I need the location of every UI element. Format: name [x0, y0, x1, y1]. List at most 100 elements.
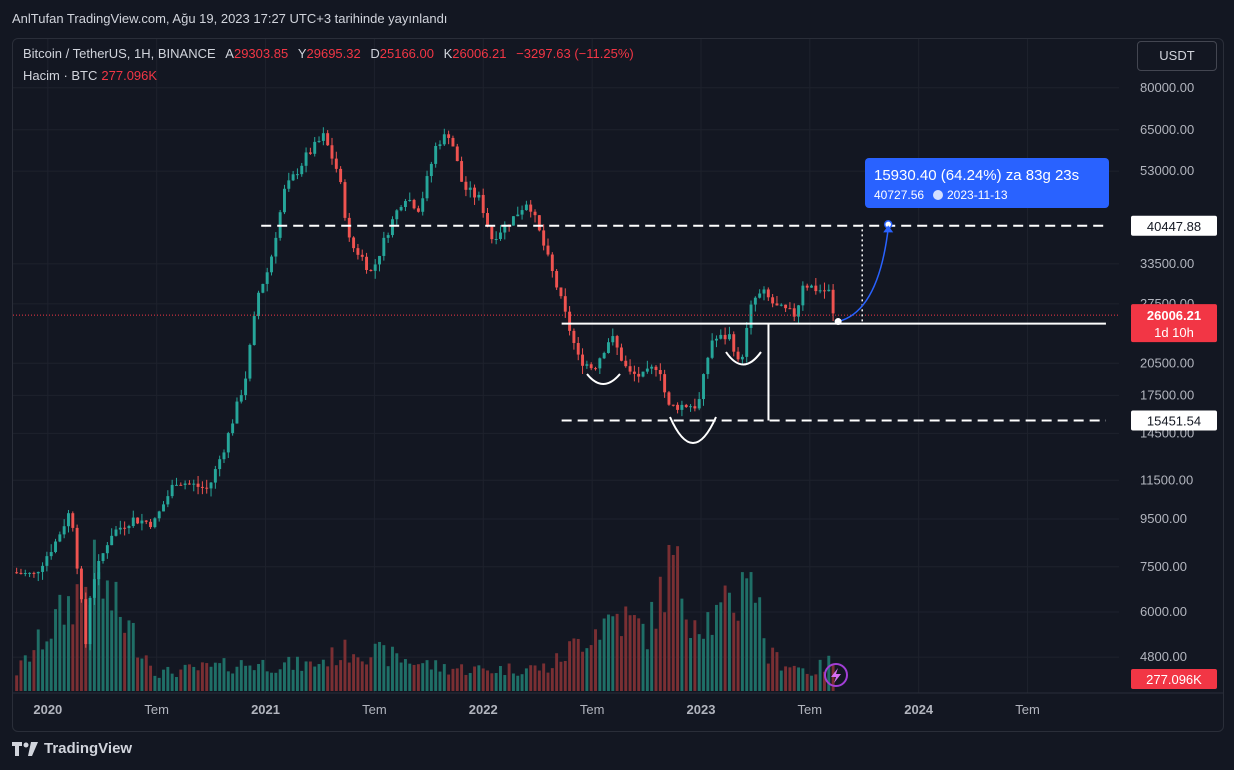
candle-body[interactable] — [779, 304, 783, 306]
candle-body[interactable] — [624, 360, 628, 367]
candle-body[interactable] — [499, 232, 502, 239]
candle-body[interactable] — [144, 520, 148, 522]
candle-body[interactable] — [23, 573, 27, 575]
candle-body[interactable] — [114, 529, 118, 536]
candle-body[interactable] — [339, 168, 343, 183]
candle-body[interactable] — [131, 517, 135, 527]
candle-body[interactable] — [451, 137, 455, 147]
candle-body[interactable] — [684, 404, 688, 408]
candle-body[interactable] — [736, 351, 740, 360]
candle-body[interactable] — [416, 208, 420, 212]
candle-body[interactable] — [663, 374, 667, 393]
candle-body[interactable] — [84, 599, 88, 645]
head-arc[interactable] — [669, 416, 717, 444]
candle-body[interactable] — [823, 290, 826, 292]
candle-body[interactable] — [486, 213, 489, 227]
candle-body[interactable] — [550, 254, 554, 272]
candle-body[interactable] — [455, 146, 459, 162]
candle-body[interactable] — [149, 521, 153, 528]
candle-body[interactable] — [477, 194, 481, 198]
candle-body[interactable] — [110, 535, 114, 546]
candle-body[interactable] — [75, 527, 79, 569]
candle-body[interactable] — [568, 311, 572, 331]
candle-body[interactable] — [45, 556, 49, 566]
volume-label[interactable]: Hacim · BTC — [23, 68, 98, 83]
candle-body[interactable] — [136, 517, 140, 524]
candle-body[interactable] — [239, 395, 243, 402]
candle-body[interactable] — [766, 289, 770, 298]
candle-body[interactable] — [425, 176, 429, 199]
candle-body[interactable] — [179, 484, 183, 486]
candle-body[interactable] — [680, 404, 684, 410]
candle-body[interactable] — [788, 308, 792, 310]
candle-body[interactable] — [632, 371, 636, 374]
candle-body[interactable] — [732, 334, 736, 352]
candle-body[interactable] — [658, 369, 662, 375]
candle-body[interactable] — [421, 198, 425, 212]
candle-body[interactable] — [295, 174, 299, 176]
right-shoulder-arc[interactable] — [725, 351, 762, 366]
candle-body[interactable] — [54, 541, 57, 553]
candle-body[interactable] — [594, 368, 597, 370]
candle-body[interactable] — [330, 145, 334, 159]
candle-body[interactable] — [395, 210, 399, 220]
candle-body[interactable] — [533, 211, 537, 216]
candle-body[interactable] — [274, 237, 278, 257]
chart-panel[interactable]: 15930.40 (64.24%) za 83g 23s 40727.56 2023… — [12, 38, 1224, 732]
candle-body[interactable] — [715, 338, 718, 341]
candle-body[interactable] — [403, 201, 407, 208]
candle-body[interactable] — [814, 285, 818, 292]
candle-body[interactable] — [615, 336, 619, 348]
candle-body[interactable] — [464, 181, 468, 190]
candle-body[interactable] — [175, 484, 178, 486]
candle-body[interactable] — [637, 373, 641, 377]
candle-body[interactable] — [347, 217, 351, 238]
candle-body[interactable] — [32, 572, 36, 574]
candle-body[interactable] — [762, 289, 766, 294]
candle-body[interactable] — [19, 572, 23, 574]
candle-body[interactable] — [166, 496, 170, 505]
candle-body[interactable] — [170, 484, 174, 497]
candle-body[interactable] — [408, 199, 412, 202]
candle-body[interactable] — [481, 194, 485, 214]
candle-body[interactable] — [15, 572, 19, 574]
candle-body[interactable] — [585, 364, 589, 366]
candle-body[interactable] — [58, 534, 62, 542]
candle-body[interactable] — [689, 406, 693, 408]
candle-body[interactable] — [438, 144, 442, 147]
candle-body[interactable] — [710, 340, 714, 358]
candle-body[interactable] — [442, 134, 446, 145]
candle-body[interactable] — [127, 526, 131, 529]
candle-body[interactable] — [434, 146, 438, 164]
candle-body[interactable] — [831, 289, 835, 314]
candle-body[interactable] — [542, 230, 546, 246]
candle-body[interactable] — [749, 304, 753, 328]
tradingview-logo[interactable]: TradingView — [12, 740, 132, 757]
candle-body[interactable] — [797, 305, 801, 317]
candle-body[interactable] — [231, 423, 235, 434]
candle-body[interactable] — [196, 483, 200, 487]
level-price-tag[interactable] — [1131, 410, 1217, 431]
candle-body[interactable] — [447, 134, 451, 138]
candle-body[interactable] — [356, 248, 360, 255]
candle-body[interactable] — [676, 404, 680, 410]
candle-body[interactable] — [611, 336, 615, 343]
currency-button[interactable]: USDT — [1137, 41, 1217, 71]
candle-body[interactable] — [805, 285, 809, 288]
candle-body[interactable] — [727, 334, 731, 340]
candle-body[interactable] — [71, 513, 75, 528]
price-chart[interactable]: 15930.40 (64.24%) za 83g 23s 40727.56 2023… — [13, 39, 1223, 731]
candle-body[interactable] — [162, 504, 165, 512]
candle-body[interactable] — [628, 366, 632, 372]
candle-body[interactable] — [187, 483, 191, 485]
candle-body[interactable] — [529, 204, 533, 212]
candle-body[interactable] — [473, 187, 477, 198]
candle-body[interactable] — [702, 374, 705, 400]
candle-body[interactable] — [192, 483, 196, 485]
candle-body[interactable] — [62, 526, 66, 535]
candle-body[interactable] — [555, 271, 559, 288]
candle-body[interactable] — [537, 215, 541, 231]
candle-body[interactable] — [369, 269, 373, 271]
candle-body[interactable] — [460, 161, 464, 182]
candle-body[interactable] — [775, 303, 779, 306]
